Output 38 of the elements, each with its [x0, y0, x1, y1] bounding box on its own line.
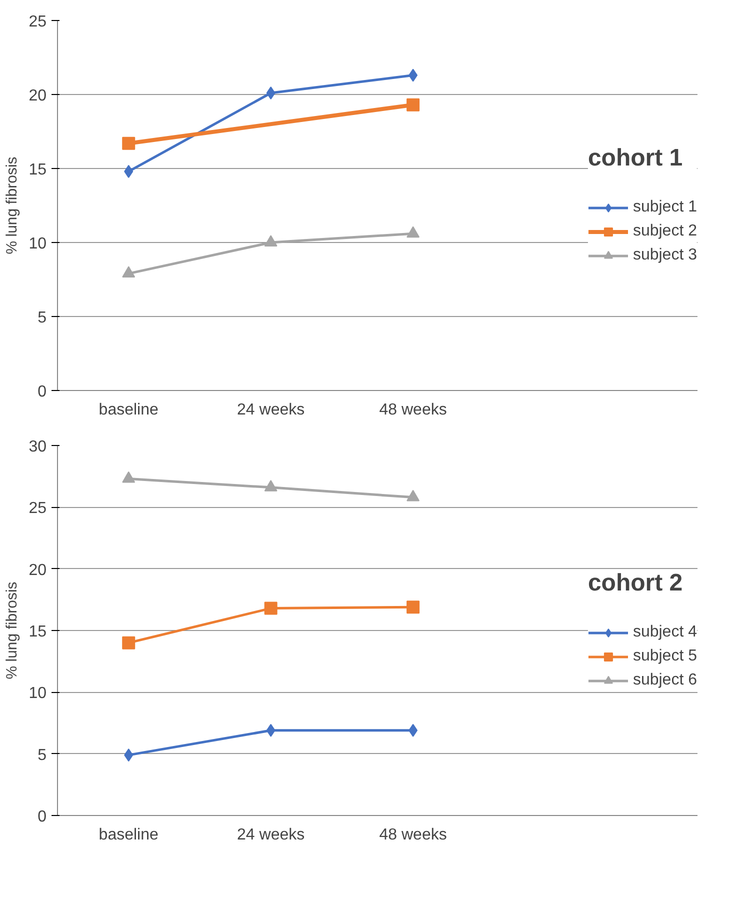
point [122, 471, 136, 483]
x-tick-label: 24 weeks [237, 402, 305, 418]
y-tick-label: 15 [28, 624, 47, 640]
y-tick-label: 25 [28, 500, 47, 518]
point [406, 490, 420, 502]
legend-label: subject 2 [632, 222, 697, 240]
y-tick-label: 10 [28, 685, 47, 702]
x-tick-label: 48 weeks [379, 826, 447, 844]
y-tick-label: 0 [38, 384, 47, 400]
legend-label: subject 3 [632, 246, 697, 264]
y-tick-label: 25 [28, 14, 47, 30]
legend-title: cohort 2 [588, 570, 684, 598]
point [266, 724, 276, 737]
x-tick-label: 24 weeks [237, 826, 305, 844]
point [122, 636, 136, 650]
point [408, 724, 418, 737]
y-tick-label: 15 [28, 162, 47, 178]
y-tick-label: 20 [28, 88, 47, 104]
point [264, 602, 278, 615]
legend-label: subject 1 [632, 198, 697, 216]
y-tick-label: 0 [38, 808, 47, 826]
legend-label: subject 5 [632, 648, 697, 666]
legend-title: cohort 1 [588, 144, 684, 172]
point [264, 480, 278, 492]
y-tick-label: 20 [28, 562, 47, 579]
point [124, 748, 134, 762]
point [406, 600, 420, 614]
legend-label: subject 4 [632, 624, 697, 642]
x-tick-label: baseline [98, 402, 159, 418]
x-tick-label: 48 weeks [379, 402, 447, 418]
x-tick-label: baseline [98, 826, 159, 844]
y-axis-title: % lung fibrosis [4, 582, 21, 680]
y-tick-label: 5 [38, 310, 47, 326]
y-tick-label: 5 [38, 746, 47, 764]
y-tick-label: 30 [28, 438, 47, 456]
y-axis-title: % lung fibrosis [4, 156, 21, 254]
y-tick-label: 10 [28, 236, 47, 252]
legend-label: subject 6 [632, 672, 697, 690]
